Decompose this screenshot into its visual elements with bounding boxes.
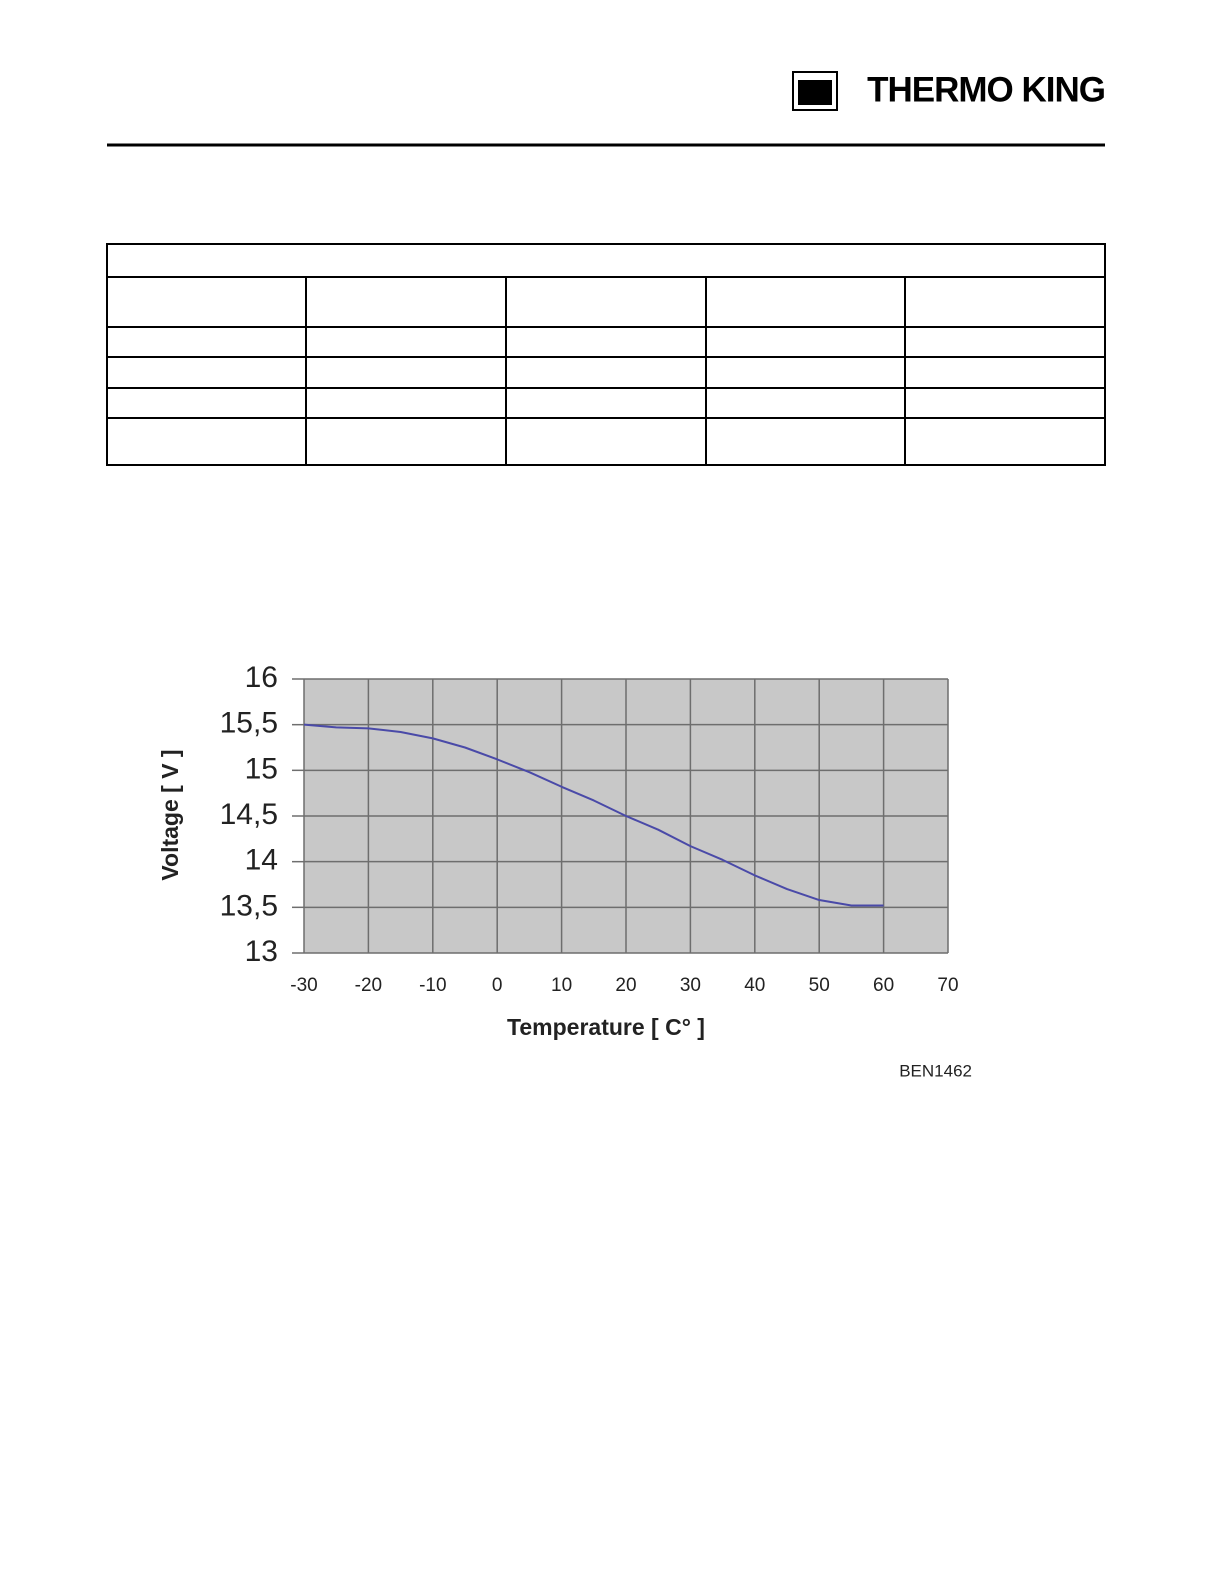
logo-icon-fill — [798, 80, 832, 105]
data-line — [303, 723, 884, 907]
x-tick-label: 50 — [809, 975, 830, 996]
x-tick-label: -10 — [419, 975, 446, 996]
x-tick-label: 20 — [615, 975, 636, 996]
x-tick-label: 70 — [937, 975, 958, 996]
x-tick-label: 60 — [873, 975, 894, 996]
y-tick-label: 13,5 — [220, 889, 278, 922]
figure-label: BEN1462 — [899, 1061, 972, 1080]
x-tick-label: 0 — [492, 975, 503, 996]
x-tick-label: 30 — [680, 975, 701, 996]
x-tick-label: -30 — [290, 975, 317, 996]
chart: 13 13,5 14 14,5 15 15,5 16 -30 -20 -10 0 10 20 30 40 50… — [157, 661, 958, 1040]
y-tick-label: 14,5 — [220, 798, 278, 831]
x-tick-label: 40 — [744, 975, 765, 996]
x-axis-title: Temperature [ C° ] — [507, 1014, 705, 1040]
y-axis-title: Voltage [ V ] — [157, 749, 183, 880]
y-tick-label: 14 — [245, 844, 278, 877]
table — [106, 243, 1106, 466]
logo-text: THERMO KING — [867, 70, 1105, 109]
y-tick-label: 13 — [245, 935, 278, 968]
logo-icon — [792, 71, 838, 111]
x-tick-label: -20 — [355, 975, 382, 996]
x-tick-label: 10 — [551, 975, 572, 996]
y-tick-label: 15 — [245, 752, 278, 785]
logo: THERMO KING — [792, 70, 1106, 111]
y-tick-label: 16 — [245, 661, 278, 694]
y-tick-label: 15,5 — [220, 707, 278, 740]
table-border — [106, 243, 1106, 466]
